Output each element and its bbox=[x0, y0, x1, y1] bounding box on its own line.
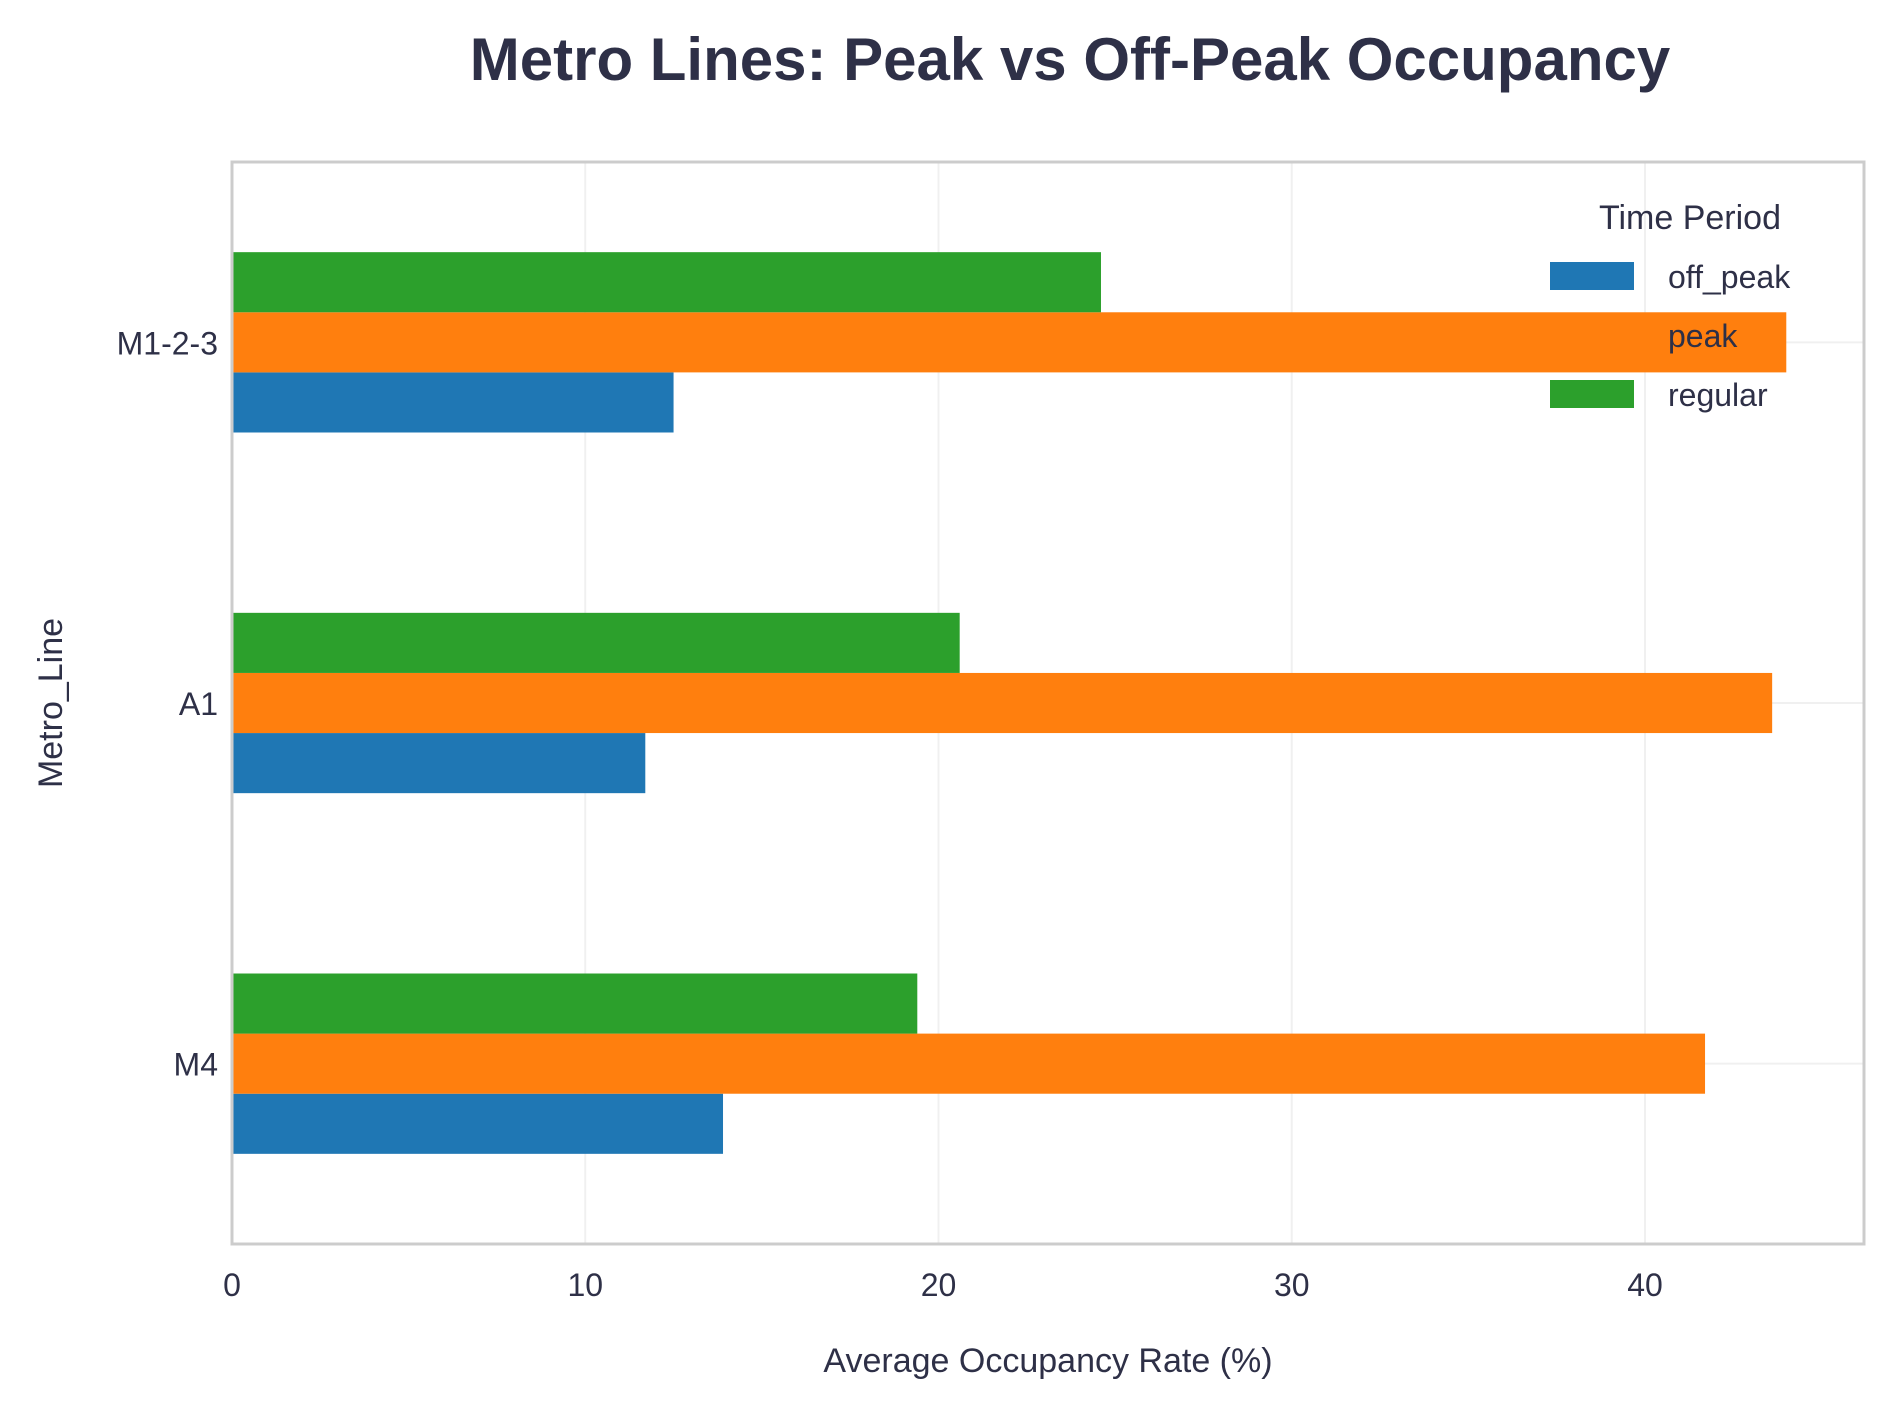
x-tick-label: 10 bbox=[567, 1267, 603, 1303]
bar-regular-m1-2-3 bbox=[232, 252, 1101, 313]
legend-swatch-peak bbox=[1550, 321, 1634, 349]
legend-label-regular: regular bbox=[1668, 377, 1768, 413]
x-axis-ticks: 0 10 20 30 40 bbox=[223, 1267, 1663, 1303]
y-tick-label: A1 bbox=[179, 686, 218, 722]
plot-frame bbox=[230, 160, 1866, 1246]
y-axis-label: Metro_Line bbox=[32, 618, 70, 788]
bar-off-peak-m1-2-3 bbox=[232, 372, 674, 433]
legend-label-off-peak: off_peak bbox=[1668, 259, 1791, 295]
legend-swatch-off-peak bbox=[1550, 262, 1634, 290]
bar-off-peak-m4 bbox=[232, 1093, 724, 1154]
bar-regular-a1 bbox=[232, 612, 960, 673]
bar-regular-m4 bbox=[232, 973, 918, 1034]
bar-peak-m4 bbox=[232, 1033, 1706, 1094]
bar-peak-a1 bbox=[232, 672, 1773, 734]
y-tick-label: M1-2-3 bbox=[117, 325, 218, 361]
legend-title: Time Period bbox=[1599, 199, 1781, 237]
y-tick-label: M4 bbox=[174, 1047, 218, 1083]
bars bbox=[232, 252, 1787, 1154]
x-tick-label: 0 bbox=[223, 1267, 241, 1303]
x-tick-label: 30 bbox=[1274, 1267, 1310, 1303]
bar-off-peak-a1 bbox=[232, 733, 646, 794]
bar-peak-m1-2-3 bbox=[232, 312, 1787, 373]
y-axis-ticks: M1-2-3 A1 M4 bbox=[117, 325, 218, 1082]
x-tick-label: 40 bbox=[1627, 1267, 1663, 1303]
chart-title: Metro Lines: Peak vs Off-Peak Occupancy bbox=[470, 26, 1671, 93]
x-tick-label: 20 bbox=[921, 1267, 957, 1303]
legend-swatch-regular bbox=[1550, 380, 1634, 408]
legend-label-peak: peak bbox=[1668, 318, 1738, 354]
x-axis-label: Average Occupancy Rate (%) bbox=[823, 1342, 1272, 1380]
